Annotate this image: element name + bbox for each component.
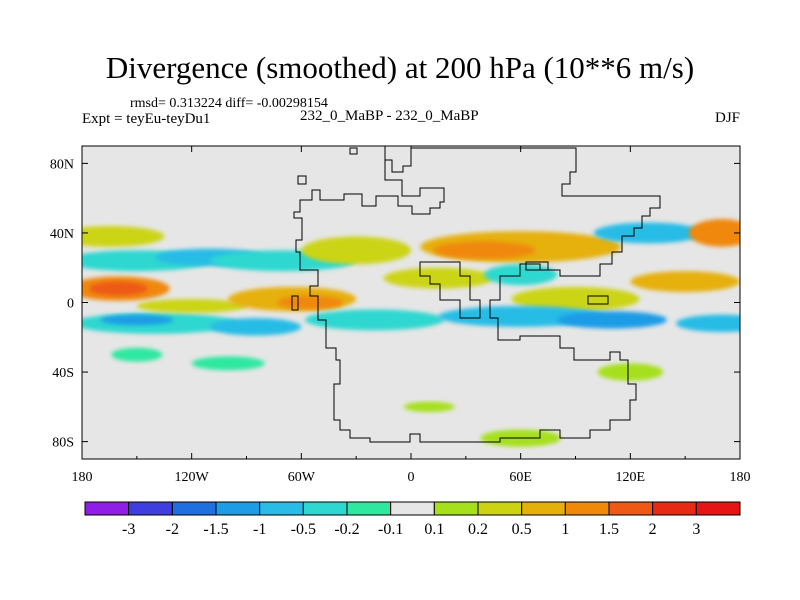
colorbar-swatch (128, 501, 173, 516)
continent-outline-segment (419, 261, 481, 319)
colorbar-label: -0.5 (291, 521, 316, 538)
divergence-region (593, 222, 704, 244)
divergence-region (557, 311, 667, 329)
divergence-region (676, 314, 740, 333)
x-tick-label: 180 (72, 470, 93, 485)
y-tick-label: 40S (52, 366, 74, 381)
divergence-region (111, 347, 163, 362)
colorbar-swatch (695, 501, 741, 516)
divergence-region (383, 267, 494, 289)
colorbar-swatch (390, 501, 435, 516)
colorbar-label: 1 (561, 521, 569, 538)
experiment-label: Expt = teyEu-teyDu1 (82, 111, 211, 127)
continent-outline-segment (291, 295, 299, 311)
axes: 180 120W 60W 0 60E 120E 180 80N 40N 0 40S 80S (50, 146, 751, 485)
continent-outline (291, 146, 661, 443)
continent-outline-segment (349, 147, 358, 155)
divergence-region (277, 295, 344, 310)
colorbar-label: 2 (649, 521, 657, 538)
divergence-region (82, 225, 165, 247)
colorbar-label: -2 (166, 521, 179, 538)
divergence-region (304, 309, 444, 331)
x-tick-label: 180 (730, 470, 751, 485)
divergence-region (688, 219, 740, 247)
colorbar-swatch (477, 501, 523, 516)
colorbar-label: 0.1 (424, 521, 444, 538)
chart-title: Divergence (smoothed) at 200 hPa (10**6 … (105, 50, 695, 85)
colorbar-swatch (652, 501, 697, 516)
x-tick-label: 60E (509, 470, 532, 485)
colorbar-label: -3 (122, 521, 135, 538)
colorbar-label: 3 (692, 521, 700, 538)
colorbar-swatch (564, 501, 610, 516)
divergence-region (89, 281, 148, 296)
divergence-region (484, 264, 558, 286)
divergence-region (432, 241, 536, 260)
divergence-region (511, 286, 640, 312)
y-tick-label: 80N (50, 157, 74, 172)
continent-outline-segment (587, 295, 609, 305)
x-tick-label: 120W (175, 470, 210, 485)
colorbar: -3 -2 -1.5 -1 -0.5 -0.2 -0.1 0.1 0.2 0.5 1 1.5 2 3 (84, 501, 741, 538)
x-tick-label: 0 (408, 470, 415, 485)
colorbar-label: 0.2 (468, 521, 488, 538)
case-label: 232_0_MaBP - 232_0_MaBP (300, 108, 479, 124)
stats-label: rmsd= 0.313224 diff= -0.00298154 (130, 96, 328, 111)
colorbar-label: 1.5 (599, 521, 619, 538)
y-tick-label: 40N (50, 227, 74, 242)
divergence-region (191, 356, 265, 371)
colorbar-swatch (259, 501, 304, 516)
continent-outline-segment (525, 261, 549, 271)
colorbar-label: -1 (253, 521, 266, 538)
divergence-region (301, 236, 411, 265)
colorbar-swatch (215, 501, 261, 516)
divergence-region (209, 318, 302, 336)
colorbar-swatch (521, 501, 566, 516)
continent-outline-segment (297, 175, 307, 185)
colorbar-swatch (608, 501, 654, 516)
colorbar-label: -0.1 (378, 521, 403, 538)
divergence-region (136, 299, 247, 313)
colorbar-swatch (346, 501, 392, 516)
colorbar-label: -1.5 (203, 521, 228, 538)
continent-outline-segment (293, 146, 661, 443)
colorbar-swatch (84, 501, 130, 516)
colorbar-swatch (302, 501, 348, 516)
colorbar-swatch (171, 501, 217, 516)
divergence-region (403, 401, 455, 413)
colorbar-swatch (433, 501, 479, 516)
season-label: DJF (714, 110, 740, 126)
x-tick-label: 120E (616, 470, 646, 485)
y-tick-label: 0 (67, 297, 74, 312)
divergence-region (630, 271, 740, 293)
y-tick-label: 80S (52, 436, 74, 451)
divergence-region (597, 363, 664, 381)
x-tick-label: 60W (288, 470, 316, 485)
colorbar-label: -0.2 (334, 521, 359, 538)
divergence-region (100, 314, 174, 326)
colorbar-label: 0.5 (512, 521, 532, 538)
